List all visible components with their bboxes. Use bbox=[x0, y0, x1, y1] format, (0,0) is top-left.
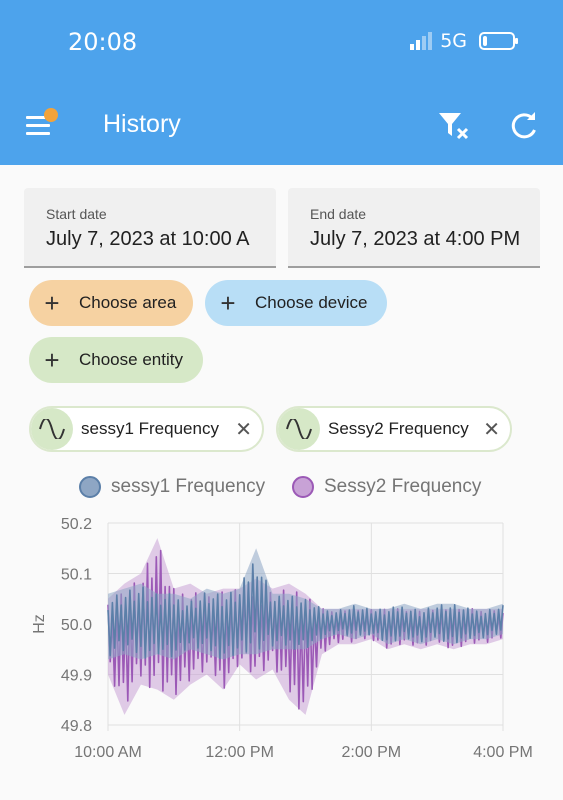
start-date-value: July 7, 2023 at 10:00 A bbox=[46, 228, 250, 250]
y-tick-label: 49.8 bbox=[61, 718, 92, 735]
filter-remove-icon bbox=[439, 113, 469, 140]
entity-chip-sessy2[interactable]: Sessy2 Frequency ✕ bbox=[276, 406, 512, 452]
end-date-label: End date bbox=[310, 206, 367, 222]
notification-badge bbox=[44, 108, 58, 122]
x-tick-label: 2:00 PM bbox=[342, 744, 402, 761]
close-icon[interactable]: ✕ bbox=[235, 418, 252, 441]
menu-button[interactable] bbox=[24, 108, 60, 144]
entity-chip-label: Sessy2 Frequency bbox=[328, 419, 469, 438]
end-date-field[interactable]: End date July 7, 2023 at 4:00 PM bbox=[288, 188, 540, 268]
legend-swatch bbox=[292, 476, 314, 498]
start-date-label: Start date bbox=[46, 206, 107, 222]
y-tick-label: 50.0 bbox=[61, 617, 92, 634]
choose-area-button[interactable]: + Choose area bbox=[29, 280, 193, 326]
choose-device-label: Choose device bbox=[255, 293, 368, 312]
end-date-value: July 7, 2023 at 4:00 PM bbox=[310, 228, 521, 250]
choose-device-button[interactable]: + Choose device bbox=[205, 280, 387, 326]
x-tick-label: 10:00 AM bbox=[74, 744, 142, 761]
x-tick-label: 4:00 PM bbox=[473, 744, 533, 761]
y-axis-label: Hz bbox=[31, 614, 48, 634]
battery-icon bbox=[479, 32, 518, 50]
network-type: 5G bbox=[440, 30, 467, 52]
x-tick-label: 12:00 PM bbox=[205, 744, 273, 761]
legend-label: sessy1 Frequency bbox=[111, 476, 266, 497]
close-icon[interactable]: ✕ bbox=[483, 418, 500, 441]
series-line-1 bbox=[107, 563, 504, 660]
plus-icon: + bbox=[44, 345, 60, 375]
frequency-chart: 50.2 50.1 50.0 49.9 49.8 10:00 AM 12:00 PM 2:00… bbox=[31, 516, 533, 761]
status-indicators: 5G bbox=[410, 30, 518, 52]
sine-wave-icon bbox=[278, 408, 320, 450]
choose-entity-button[interactable]: + Choose entity bbox=[29, 337, 203, 383]
app-bar: 20:08 5G History bbox=[0, 0, 563, 165]
y-tick-label: 50.2 bbox=[61, 516, 92, 533]
refresh-icon bbox=[511, 112, 536, 139]
entity-chip-sessy1[interactable]: sessy1 Frequency ✕ bbox=[29, 406, 264, 452]
choose-entity-label: Choose entity bbox=[79, 350, 183, 369]
legend-label: Sessy2 Frequency bbox=[324, 476, 482, 497]
sine-wave-icon bbox=[31, 408, 73, 450]
start-date-field[interactable]: Start date July 7, 2023 at 10:00 A bbox=[24, 188, 276, 268]
filter-remove-button[interactable] bbox=[436, 108, 472, 144]
legend-item-sessy1[interactable]: sessy1 Frequency bbox=[79, 476, 265, 498]
plus-icon: + bbox=[220, 288, 236, 318]
choose-area-label: Choose area bbox=[79, 293, 177, 312]
entity-chip-label: sessy1 Frequency bbox=[81, 419, 219, 438]
signal-icon bbox=[410, 32, 433, 50]
y-tick-label: 50.1 bbox=[61, 567, 92, 584]
plus-icon: + bbox=[44, 288, 60, 318]
refresh-button[interactable] bbox=[506, 108, 542, 144]
page-title: History bbox=[103, 110, 181, 138]
y-tick-label: 49.9 bbox=[61, 668, 92, 685]
legend-swatch bbox=[79, 476, 101, 498]
status-time: 20:08 bbox=[68, 28, 138, 56]
legend-item-sessy2[interactable]: Sessy2 Frequency bbox=[292, 476, 481, 498]
